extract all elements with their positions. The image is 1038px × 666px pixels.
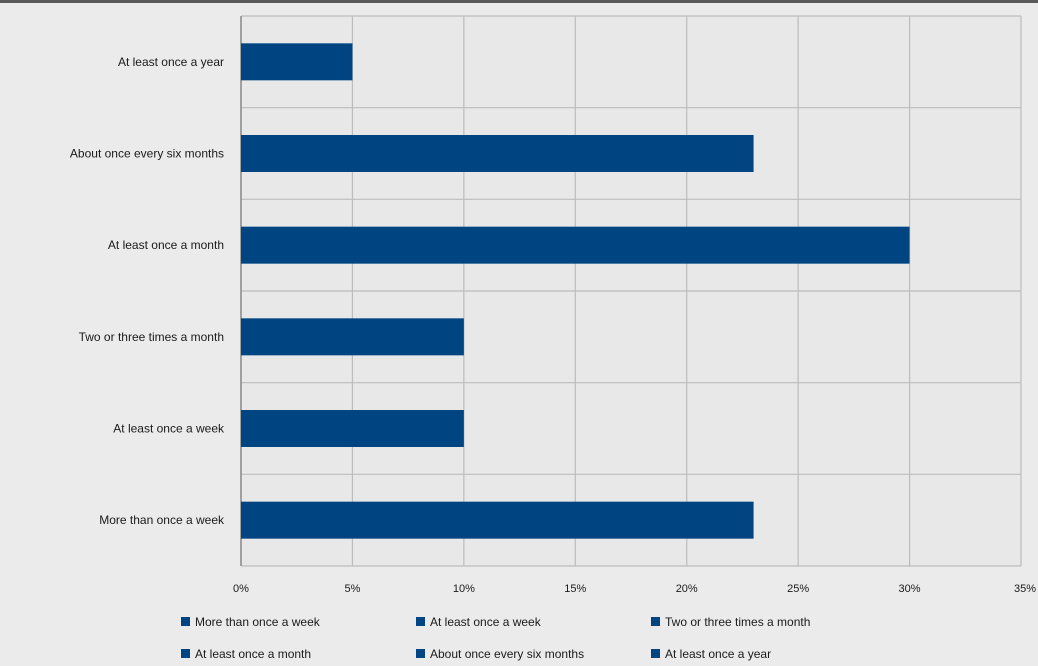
legend-swatch [416,649,425,658]
bar [241,318,464,356]
x-tick-label: 0% [233,583,249,595]
category-labels: At least once a year About once every six… [70,55,225,527]
legend-swatch [181,649,190,658]
legend-swatch [181,617,190,626]
legend-entry: About once every six months [430,647,584,661]
category-label: More than once a week [99,513,225,527]
x-tick-label: 5% [344,583,360,595]
x-tick-label: 30% [899,583,921,595]
x-tick-label: 35% [1014,583,1036,595]
x-tick-label: 20% [676,583,698,595]
bars-layer [241,43,910,539]
category-label: At least once a week [113,422,225,436]
legend-entry: Two or three times a month [665,615,810,629]
x-tick-label: 15% [564,583,586,595]
legend: More than once a week At least once a wee… [181,615,810,661]
window-top-edge [0,0,1038,3]
legend-swatch [416,617,425,626]
legend-swatch [651,617,660,626]
bar [241,43,353,81]
category-label: At least once a year [118,55,224,69]
bar [241,135,754,172]
bar [241,226,910,264]
legend-swatch [651,649,660,658]
grid-layer [240,15,1022,567]
legend-entry: More than once a week [195,615,321,629]
bar [241,410,464,447]
bar [241,501,754,539]
legend-entry: At least once a week [430,615,542,629]
legend-entry: At least once a year [665,647,771,661]
category-label: About once every six months [70,147,224,161]
legend-entry: At least once a month [195,647,311,661]
x-tick-label: 25% [787,583,809,595]
category-label: At least once a month [108,238,224,252]
x-axis-tick-labels: 0% 5% 10% 15% 20% 25% 30% 35% [233,583,1036,595]
category-label: Two or three times a month [79,330,224,344]
x-tick-label: 10% [453,583,475,595]
